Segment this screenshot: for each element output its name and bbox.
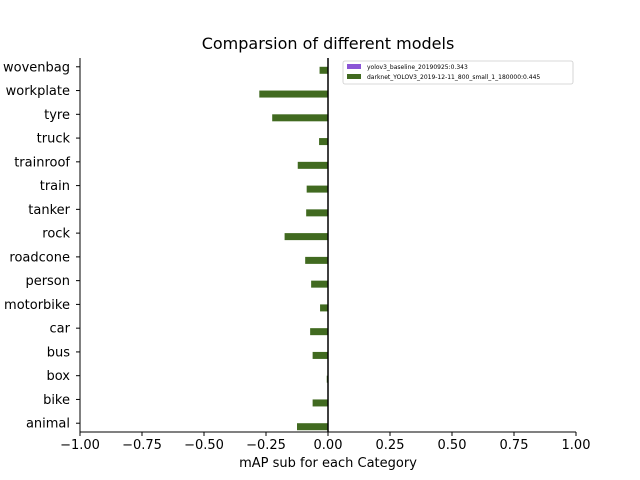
- legend-swatch-series-2: [347, 74, 361, 79]
- bar-series-2-wovenbag: [319, 66, 328, 74]
- y-tick-label-box: box: [47, 369, 71, 384]
- x-tick-label: −0.50: [184, 438, 224, 453]
- y-tick-label-tyre: tyre: [44, 108, 70, 123]
- y-tick-label-truck: truck: [37, 132, 71, 147]
- y-tick-label-roadcone: roadcone: [9, 250, 70, 265]
- y-tick-label-workplate: workplate: [6, 84, 70, 99]
- y-tick-label-rock: rock: [42, 227, 70, 242]
- chart-title: Comparsion of different models: [202, 34, 455, 53]
- x-tick-label: 0.50: [438, 438, 467, 453]
- legend-label-series-1: yolov3_baseline_20190925:0.343: [367, 64, 468, 71]
- bar-series-2-bus: [312, 351, 328, 359]
- bar-series-2-roadcone: [305, 256, 328, 264]
- y-tick-label-bike: bike: [43, 393, 70, 408]
- y-tick-label-animal: animal: [26, 417, 70, 432]
- bar-series-2-workplate: [259, 90, 328, 98]
- y-tick-label-trainroof: trainroof: [14, 155, 70, 170]
- x-ticks: −1.00 −0.75 −0.50 −0.25 0.00 0.25 0.50 0.75 1.00: [60, 432, 590, 453]
- legend-box: [342, 60, 574, 85]
- y-tick-label-car: car: [50, 322, 71, 337]
- y-tick-label-person: person: [25, 274, 70, 289]
- y-tick-labels: animal bike box bus car motorbike person roadco…: [3, 60, 80, 432]
- legend-label-series-2: darknet_YOLOV3_2019-12-11_800_small_1_18…: [367, 74, 540, 81]
- x-tick-label: 0.75: [500, 438, 529, 453]
- bar-series-2-animal: [297, 423, 328, 431]
- bar-series-2-tyre: [272, 114, 328, 122]
- bar-series-2-car: [310, 328, 328, 336]
- y-tick-label-tanker: tanker: [28, 203, 70, 218]
- y-tick-label-wovenbag: wovenbag: [3, 60, 70, 75]
- y-tick-label-motorbike: motorbike: [4, 298, 70, 313]
- x-tick-label: −0.25: [246, 438, 286, 453]
- x-tick-label: 0.25: [376, 438, 405, 453]
- bar-series-2-bike: [312, 399, 328, 407]
- legend-swatch-series-1: [347, 64, 361, 69]
- y-tick-label-train: train: [40, 179, 70, 194]
- bar-series-2-tanker: [306, 209, 328, 217]
- bar-series-2-trainroof: [297, 161, 328, 169]
- bar-series-2-rock: [284, 233, 328, 241]
- x-tick-label: −0.75: [122, 438, 162, 453]
- bar-series-2-motorbike: [320, 304, 328, 312]
- x-tick-label: 0.00: [314, 438, 343, 453]
- bars-group: [259, 66, 328, 431]
- y-tick-label-bus: bus: [47, 345, 70, 360]
- bar-series-2-train: [306, 185, 328, 193]
- bar-series-2-truck: [319, 138, 328, 146]
- x-axis-label: mAP sub for each Category: [239, 456, 417, 471]
- x-tick-label: 1.00: [562, 438, 591, 453]
- legend: yolov3_baseline_20190925:0.343 darknet_Y…: [342, 60, 574, 85]
- bar-series-2-person: [311, 280, 328, 288]
- x-tick-label: −1.00: [60, 438, 100, 453]
